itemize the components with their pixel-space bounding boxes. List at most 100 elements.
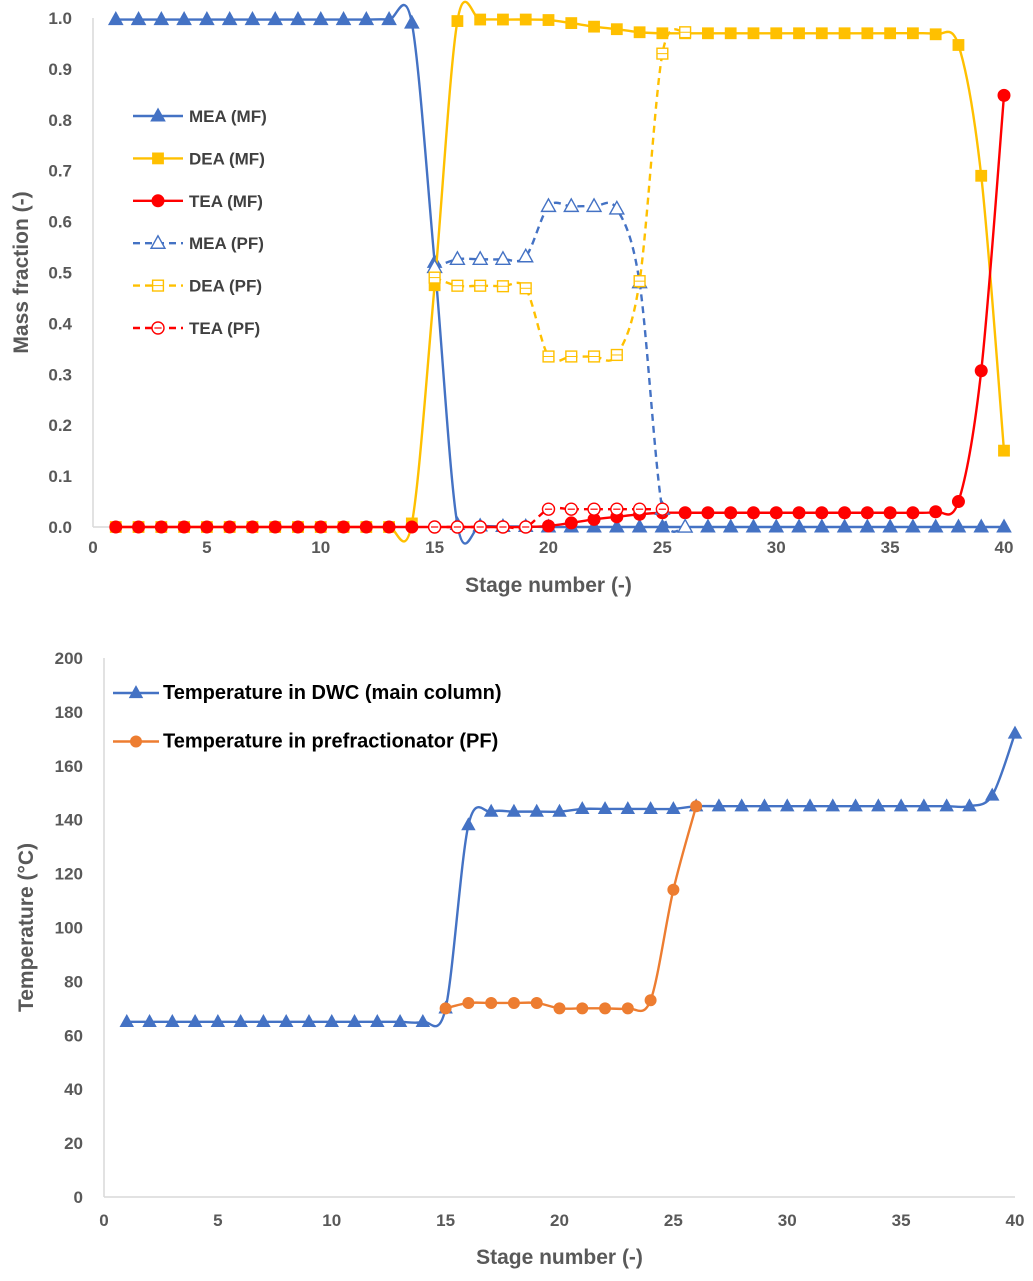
data-point bbox=[565, 17, 578, 29]
data-point bbox=[929, 28, 942, 41]
x-tick-label: 25 bbox=[664, 1211, 683, 1230]
y-tick-label: 0.1 bbox=[48, 467, 72, 486]
data-point bbox=[997, 88, 1011, 102]
data-point bbox=[256, 1013, 271, 1027]
data-point bbox=[644, 994, 657, 1007]
y-tick-label: 120 bbox=[55, 865, 83, 884]
y-tick-label: 0.8 bbox=[48, 111, 72, 130]
series-dea-pf bbox=[428, 26, 692, 363]
x-axis-title: Stage number (-) bbox=[476, 1246, 643, 1269]
series-temperature-in-prefractionator-pf bbox=[439, 800, 703, 1015]
series-dea-mf bbox=[109, 0, 1010, 543]
data-point bbox=[836, 518, 853, 533]
data-point bbox=[599, 1002, 612, 1015]
data-point bbox=[815, 27, 828, 40]
data-point bbox=[747, 27, 760, 40]
data-point bbox=[802, 798, 818, 812]
series-line bbox=[434, 28, 686, 363]
x-tick-label: 20 bbox=[539, 538, 558, 557]
data-point bbox=[405, 520, 419, 534]
x-tick-label: 10 bbox=[311, 538, 330, 557]
data-point bbox=[335, 11, 352, 26]
data-point bbox=[722, 518, 739, 533]
data-point bbox=[838, 506, 852, 520]
data-point bbox=[939, 798, 954, 812]
data-point bbox=[666, 801, 681, 815]
y-tick-label: 0 bbox=[74, 1188, 83, 1207]
data-point bbox=[451, 15, 464, 27]
data-point bbox=[370, 1013, 385, 1027]
data-point bbox=[757, 798, 772, 812]
data-point bbox=[974, 364, 988, 378]
data-point bbox=[233, 1013, 248, 1027]
data-point bbox=[107, 11, 124, 26]
legend-marker bbox=[149, 234, 167, 249]
series-line bbox=[115, 4, 1004, 545]
data-point bbox=[711, 798, 727, 812]
data-point bbox=[724, 506, 738, 520]
data-point bbox=[223, 520, 237, 534]
y-axis-title: Mass fraction (-) bbox=[10, 191, 33, 353]
data-point bbox=[973, 518, 990, 533]
data-point bbox=[109, 520, 123, 534]
legend-marker bbox=[152, 152, 164, 165]
x-tick-label: 5 bbox=[202, 538, 211, 557]
legend-marker bbox=[150, 107, 166, 122]
series-mea-pf bbox=[426, 197, 694, 533]
data-point bbox=[780, 798, 795, 812]
data-point bbox=[517, 247, 534, 263]
legend: MEA (MF) DEA (MF) TEA (MF) MEA (PF) DEA (PF)… bbox=[133, 107, 267, 338]
y-tick-label: 0.2 bbox=[48, 416, 72, 435]
legend-label: MEA (PF) bbox=[189, 234, 264, 253]
legend-item: TEA (MF) bbox=[133, 192, 263, 211]
legend-item: MEA (PF) bbox=[133, 234, 264, 253]
data-point bbox=[884, 27, 897, 40]
data-point bbox=[506, 803, 522, 817]
series-temperature-in-dwc-main-column bbox=[119, 725, 1023, 1028]
data-point bbox=[553, 1002, 566, 1015]
data-point bbox=[813, 518, 830, 533]
data-point bbox=[1007, 725, 1023, 739]
data-point bbox=[552, 803, 567, 817]
data-point bbox=[324, 1013, 339, 1027]
data-point bbox=[860, 506, 874, 520]
data-point bbox=[770, 27, 783, 40]
mass-fraction-chart: 0 5 10 15 20 25 30 35 40 0.0 0.1 0.2 0.3 0.4 0.5 0.6 0.7… bbox=[10, 0, 1014, 597]
data-point bbox=[165, 1013, 180, 1027]
data-point bbox=[268, 520, 282, 534]
data-point bbox=[588, 20, 600, 33]
data-point bbox=[631, 518, 648, 533]
data-point bbox=[929, 505, 943, 519]
data-point bbox=[746, 506, 760, 520]
data-point bbox=[529, 803, 544, 817]
data-point bbox=[654, 518, 671, 533]
data-point bbox=[415, 1013, 431, 1027]
y-tick-label: 0.6 bbox=[48, 213, 72, 232]
data-point bbox=[690, 800, 703, 813]
x-tick-label: 15 bbox=[436, 1211, 455, 1230]
data-point bbox=[907, 27, 919, 40]
x-tick-label: 10 bbox=[322, 1211, 341, 1230]
data-point bbox=[132, 520, 146, 534]
data-point bbox=[210, 1013, 226, 1027]
x-tick-label: 5 bbox=[213, 1211, 222, 1230]
data-point bbox=[724, 27, 737, 40]
data-point bbox=[633, 26, 646, 39]
y-tick-label: 0.9 bbox=[48, 60, 72, 79]
x-axis-title: Stage number (-) bbox=[465, 574, 632, 597]
data-point bbox=[950, 518, 967, 533]
data-point bbox=[245, 520, 259, 534]
y-tick-label: 20 bbox=[64, 1134, 83, 1153]
data-point bbox=[439, 1002, 452, 1015]
data-point bbox=[542, 519, 555, 533]
data-point bbox=[267, 11, 284, 26]
x-tick-label: 40 bbox=[995, 538, 1014, 557]
data-point bbox=[984, 787, 1000, 801]
data-point bbox=[244, 11, 261, 26]
y-tick-label: 1.0 bbox=[48, 9, 72, 28]
legend-item: Temperature in prefractionator (PF) bbox=[113, 731, 498, 753]
data-point bbox=[700, 518, 716, 533]
data-point bbox=[996, 518, 1012, 533]
data-point bbox=[358, 11, 375, 26]
